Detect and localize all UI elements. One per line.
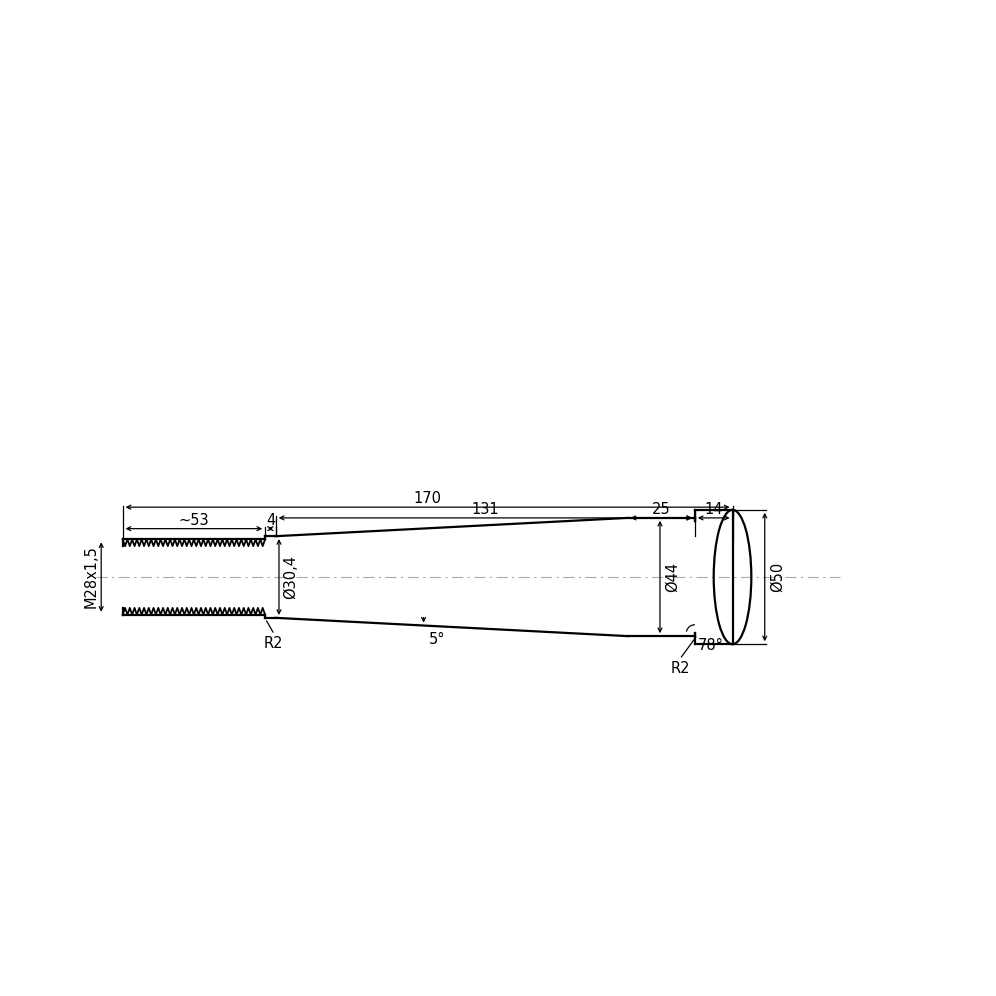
Text: 14: 14 bbox=[704, 502, 723, 517]
Text: Ø44: Ø44 bbox=[664, 562, 679, 592]
Text: ~53: ~53 bbox=[178, 513, 209, 528]
Text: R2: R2 bbox=[671, 660, 690, 675]
Text: 170: 170 bbox=[413, 491, 441, 506]
Text: Ø50: Ø50 bbox=[770, 562, 785, 593]
Text: 4: 4 bbox=[266, 513, 275, 528]
Text: 78°: 78° bbox=[698, 638, 724, 653]
Text: Ø30,4: Ø30,4 bbox=[284, 555, 299, 599]
Text: M28x1,5: M28x1,5 bbox=[84, 546, 99, 609]
Text: 131: 131 bbox=[471, 502, 499, 517]
Text: 5°: 5° bbox=[428, 631, 445, 646]
Text: 25: 25 bbox=[652, 502, 670, 517]
Text: R2: R2 bbox=[263, 636, 283, 651]
